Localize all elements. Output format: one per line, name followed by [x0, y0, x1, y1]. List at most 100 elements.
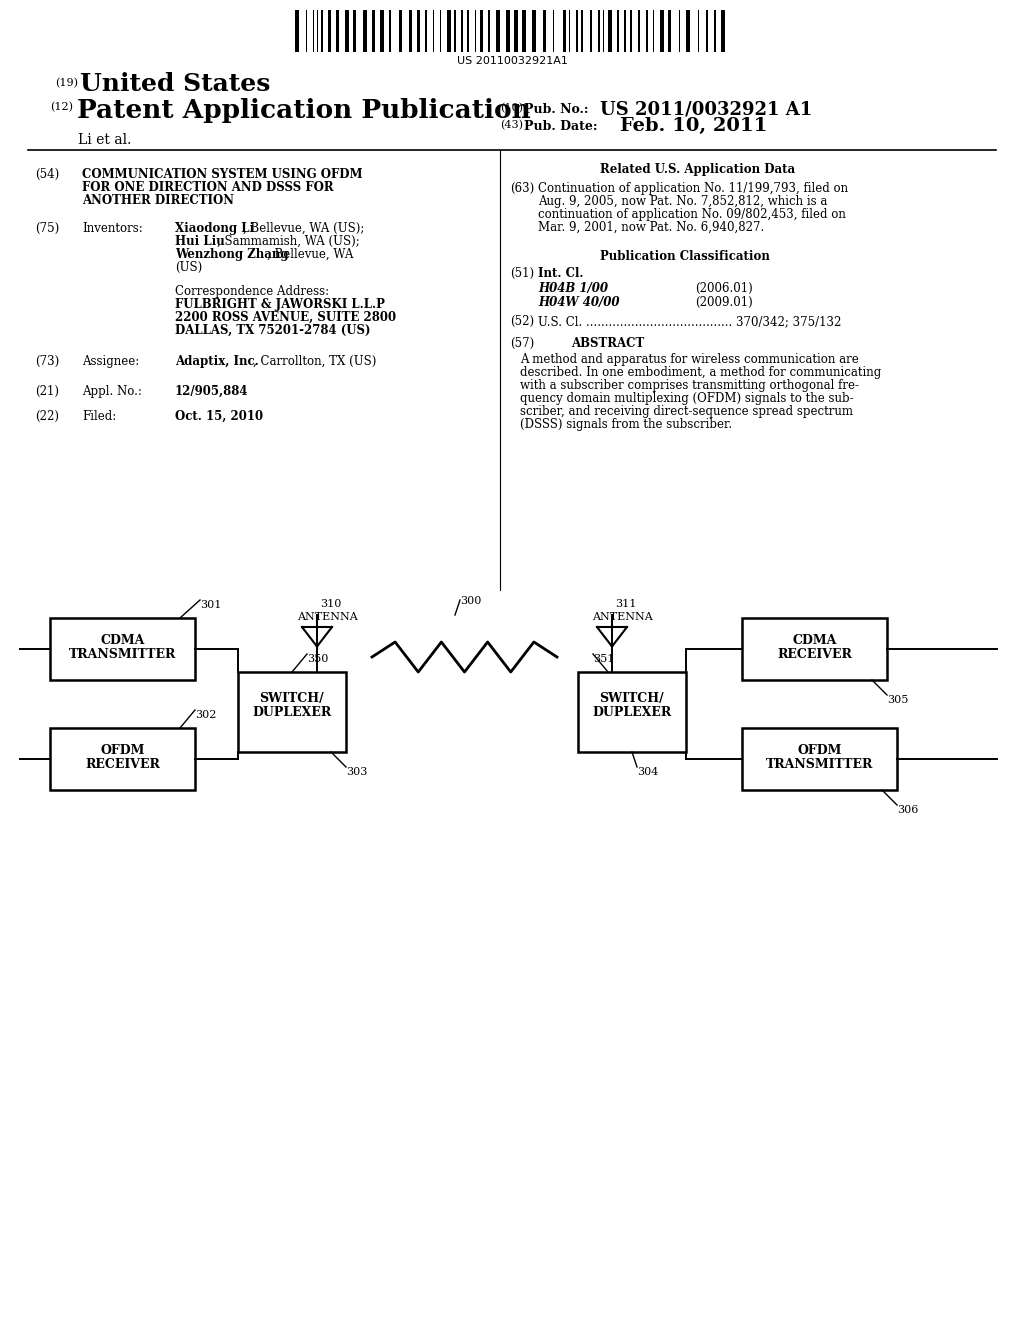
Text: Inventors:: Inventors: [82, 222, 142, 235]
Text: Xiaodong Li: Xiaodong Li [175, 222, 254, 235]
Text: 302: 302 [195, 710, 216, 719]
Text: (19): (19) [55, 78, 78, 88]
Bar [380, 11, 384, 51]
Bar [646, 11, 648, 51]
Bar [353, 11, 356, 51]
Text: 304: 304 [637, 767, 658, 777]
Bar [467, 11, 469, 51]
Text: (54): (54) [35, 168, 59, 181]
Text: US 20110032921A1: US 20110032921A1 [457, 55, 567, 66]
Text: (2006.01): (2006.01) [695, 282, 753, 294]
Text: Appl. No.:: Appl. No.: [82, 385, 142, 399]
Text: (73): (73) [35, 355, 59, 368]
Text: (DSSS) signals from the subscriber.: (DSSS) signals from the subscriber. [520, 418, 732, 432]
Bar [578, 672, 686, 752]
Text: scriber, and receiving direct-sequence spread spectrum: scriber, and receiving direct-sequence s… [520, 405, 853, 418]
Bar [630, 11, 632, 51]
Text: 301: 301 [200, 601, 221, 610]
Text: Mar. 9, 2001, now Pat. No. 6,940,827.: Mar. 9, 2001, now Pat. No. 6,940,827. [538, 220, 764, 234]
Text: RECEIVER: RECEIVER [777, 648, 852, 661]
Text: 12/905,884: 12/905,884 [175, 385, 249, 399]
Bar [389, 11, 391, 51]
Bar [742, 618, 887, 680]
Bar [488, 11, 490, 51]
Bar [742, 729, 897, 789]
Text: TRANSMITTER: TRANSMITTER [766, 758, 873, 771]
Text: 300: 300 [460, 597, 481, 606]
Text: 311: 311 [615, 599, 636, 609]
Text: Aug. 9, 2005, now Pat. No. 7,852,812, which is a: Aug. 9, 2005, now Pat. No. 7,852,812, wh… [538, 195, 827, 209]
Text: Filed:: Filed: [82, 411, 117, 422]
Text: with a subscriber comprises transmitting orthogonal fre-: with a subscriber comprises transmitting… [520, 379, 859, 392]
Text: Patent Application Publication: Patent Application Publication [77, 98, 530, 123]
Text: (51): (51) [510, 267, 535, 280]
Bar [706, 11, 708, 51]
Text: FULBRIGHT & JAWORSKI L.L.P: FULBRIGHT & JAWORSKI L.L.P [175, 298, 385, 312]
Text: 306: 306 [897, 805, 919, 814]
Text: OFDM: OFDM [798, 744, 842, 756]
Bar [417, 11, 420, 51]
Text: (75): (75) [35, 222, 59, 235]
Bar [581, 11, 583, 51]
Bar [461, 11, 463, 51]
Text: A method and apparatus for wireless communication are: A method and apparatus for wireless comm… [520, 352, 859, 366]
Bar [50, 618, 195, 680]
Text: RECEIVER: RECEIVER [85, 758, 160, 771]
Text: Hui Liu: Hui Liu [175, 235, 224, 248]
Text: COMMUNICATION SYSTEM USING OFDM: COMMUNICATION SYSTEM USING OFDM [82, 168, 362, 181]
Text: ANTENNA: ANTENNA [297, 612, 357, 622]
Bar [721, 11, 725, 51]
Text: CDMA: CDMA [793, 634, 837, 647]
Text: US 2011/0032921 A1: US 2011/0032921 A1 [600, 100, 812, 117]
Text: Li et al.: Li et al. [78, 133, 131, 147]
Text: Related U.S. Application Data: Related U.S. Application Data [600, 162, 795, 176]
Text: OFDM: OFDM [100, 744, 144, 756]
Text: DALLAS, TX 75201-2784 (US): DALLAS, TX 75201-2784 (US) [175, 323, 371, 337]
Text: 351: 351 [593, 653, 614, 664]
Bar [532, 11, 536, 51]
Text: (10): (10) [500, 103, 523, 114]
Bar [425, 11, 427, 51]
Text: , Carrollton, TX (US): , Carrollton, TX (US) [253, 355, 377, 368]
Text: TRANSMITTER: TRANSMITTER [69, 648, 176, 661]
Text: SWITCH/: SWITCH/ [260, 692, 325, 705]
Bar [480, 11, 483, 51]
Bar [496, 11, 500, 51]
Bar [617, 11, 618, 51]
Text: Oct. 15, 2010: Oct. 15, 2010 [175, 411, 263, 422]
Text: ABSTRACT: ABSTRACT [571, 337, 645, 350]
Text: United States: United States [80, 73, 270, 96]
Text: Int. Cl.: Int. Cl. [538, 267, 584, 280]
Bar [668, 11, 671, 51]
Text: Publication Classification: Publication Classification [600, 249, 770, 263]
Bar [514, 11, 518, 51]
Text: (43): (43) [500, 120, 523, 131]
Text: 310: 310 [319, 599, 341, 609]
Bar [336, 11, 339, 51]
Text: CDMA: CDMA [100, 634, 144, 647]
Text: (US): (US) [175, 261, 203, 275]
Bar [686, 11, 690, 51]
Text: H04B 1/00: H04B 1/00 [538, 282, 608, 294]
Bar [714, 11, 716, 51]
Bar [321, 11, 323, 51]
Text: Assignee:: Assignee: [82, 355, 139, 368]
Text: Pub. Date:: Pub. Date: [524, 120, 597, 133]
Text: 303: 303 [346, 767, 368, 777]
Bar [345, 11, 349, 51]
Bar [362, 11, 367, 51]
Text: Pub. No.:: Pub. No.: [524, 103, 589, 116]
Bar [50, 729, 195, 789]
Bar [295, 11, 299, 51]
Bar [563, 11, 566, 51]
Text: DUPLEXER: DUPLEXER [252, 706, 332, 719]
Text: described. In one embodiment, a method for communicating: described. In one embodiment, a method f… [520, 366, 882, 379]
Text: Continuation of application No. 11/199,793, filed on: Continuation of application No. 11/199,7… [538, 182, 848, 195]
Bar [522, 11, 526, 51]
Text: (2009.01): (2009.01) [695, 296, 753, 309]
Text: Correspondence Address:: Correspondence Address: [175, 285, 329, 298]
Bar [328, 11, 331, 51]
Bar [409, 11, 412, 51]
Text: DUPLEXER: DUPLEXER [592, 706, 672, 719]
Text: (22): (22) [35, 411, 59, 422]
